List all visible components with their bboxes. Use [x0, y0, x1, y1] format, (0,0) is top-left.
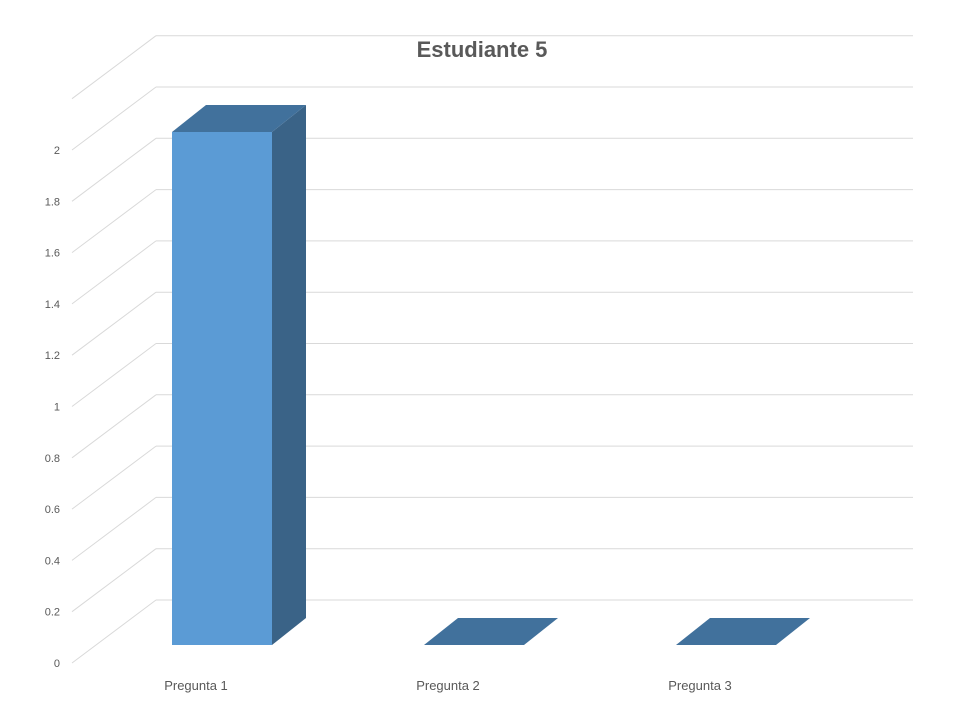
x-axis: Pregunta 1 Pregunta 2 Pregunta 3: [164, 678, 732, 693]
y-tick-label: 1.6: [45, 248, 60, 260]
bar: [172, 105, 306, 645]
y-tick-label: 0.8: [45, 453, 60, 465]
y-tick-label: 1.4: [45, 299, 60, 311]
y-tick-label: 1.2: [45, 350, 60, 362]
x-tick-label: Pregunta 3: [668, 678, 732, 693]
bar: [676, 618, 810, 645]
gridline: [71, 86, 913, 151]
y-axis: 0 0.2 0.4 0.6 0.8 1 1.2 1.4 1.6 1.8 2: [45, 145, 60, 670]
y-tick-label: 0.2: [45, 607, 60, 619]
chart-title: Estudiante 5: [417, 37, 548, 62]
y-tick-label: 0.6: [45, 504, 60, 516]
bar: [424, 618, 558, 645]
y-tick-label: 2: [54, 145, 60, 157]
gridline: [71, 35, 913, 100]
y-tick-label: 0: [54, 658, 60, 670]
y-tick-label: 0.4: [45, 555, 60, 567]
x-tick-label: Pregunta 1: [164, 678, 228, 693]
y-tick-label: 1: [54, 402, 60, 414]
bars: [172, 105, 810, 645]
x-tick-label: Pregunta 2: [416, 678, 480, 693]
y-tick-label: 1.8: [45, 196, 60, 208]
